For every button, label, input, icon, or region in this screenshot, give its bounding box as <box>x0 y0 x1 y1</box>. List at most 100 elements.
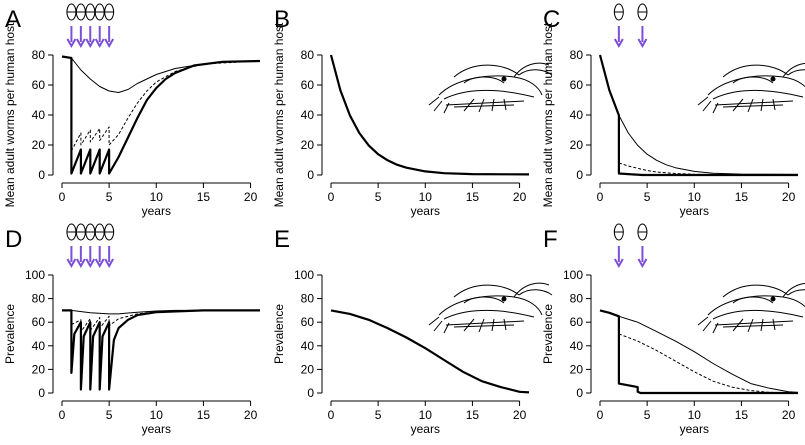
y-tick-label: 80 <box>301 292 315 306</box>
panel-letter: C <box>543 6 560 33</box>
panel-letter: F <box>543 226 558 253</box>
x-tick-label: 15 <box>466 408 480 422</box>
series-line <box>70 60 261 152</box>
series-line <box>330 309 530 394</box>
y-tick-label: 60 <box>32 315 46 329</box>
x-tick-label: 0 <box>59 408 66 422</box>
x-tick-label: 20 <box>513 190 527 204</box>
treatment-arrowhead <box>75 258 86 269</box>
y-tick-label: 0 <box>576 168 583 182</box>
x-tick-label: 20 <box>782 190 796 204</box>
shrimp-stroke <box>453 284 520 298</box>
x-tick-label: 0 <box>328 190 335 204</box>
treatment-arrowhead <box>94 38 105 49</box>
shrimp-stroke <box>513 62 553 78</box>
panel-letter: E <box>274 226 290 253</box>
panel: D Prevalence years 0 20 40 60 80 100 0 5 10 15 20 <box>3 223 260 436</box>
y-tick-label: 100 <box>294 268 314 282</box>
x-tick-label: 20 <box>244 408 258 422</box>
treatment-arrowhead <box>85 38 96 49</box>
shrimp-stroke <box>712 90 804 100</box>
y-tick-label: 100 <box>25 268 45 282</box>
y-tick-label: 40 <box>32 339 46 353</box>
shrimp-stroke <box>438 295 543 316</box>
x-tick-label: 15 <box>466 190 480 204</box>
x-tick-label: 0 <box>597 190 604 204</box>
shrimp-eye <box>770 296 776 302</box>
y-tick-label: 60 <box>301 315 315 329</box>
y-tick-label: 20 <box>570 138 584 152</box>
x-axis-label: years <box>680 422 709 436</box>
y-axis-label: Prevalence <box>3 304 17 364</box>
treatment-arrowhead <box>66 258 77 269</box>
x-tick-label: 15 <box>735 190 749 204</box>
x-tick-label: 5 <box>106 408 113 422</box>
treatment-arrowhead <box>613 258 624 269</box>
panel: F Prevalence years 0 20 40 60 80 100 0 5 10 15 20 <box>541 223 805 436</box>
y-tick-label: 40 <box>301 339 315 353</box>
x-tick-label: 5 <box>375 408 382 422</box>
shrimp-eye <box>501 296 507 302</box>
y-tick-label: 80 <box>570 292 584 306</box>
x-axis-label: years <box>142 422 171 436</box>
panel-letter: B <box>274 6 290 33</box>
y-tick-label: 0 <box>307 386 314 400</box>
y-axis-label: Mean adult worms per human host <box>272 22 286 207</box>
panel: E Prevalence years 0 20 40 60 80 100 0 5 10 15 20 <box>272 226 553 436</box>
x-axis-label: years <box>680 204 709 218</box>
y-tick-label: 0 <box>38 386 45 400</box>
series-line <box>62 309 260 391</box>
panel-letter: D <box>5 226 22 253</box>
shrimp-stroke <box>707 295 805 316</box>
shrimp-stroke <box>443 90 535 100</box>
shrimp-stroke <box>732 296 774 304</box>
y-axis-label: Mean adult worms per human host <box>541 22 555 207</box>
x-tick-label: 20 <box>782 408 796 422</box>
y-tick-label: 80 <box>301 48 315 62</box>
x-tick-label: 5 <box>644 190 651 204</box>
shrimp-stroke <box>782 62 805 78</box>
y-axis-label: Prevalence <box>272 304 286 364</box>
panel-letter: A <box>5 6 21 33</box>
shrimp-stroke <box>463 98 507 113</box>
series-line <box>618 162 714 176</box>
y-tick-label: 0 <box>576 386 583 400</box>
shrimp-stroke <box>453 64 520 78</box>
x-tick-label: 10 <box>150 190 164 204</box>
treatment-arrowhead <box>104 258 115 269</box>
y-tick-label: 80 <box>32 48 46 62</box>
shrimp-stroke <box>438 75 543 96</box>
shrimp-stroke <box>732 98 776 113</box>
treatment-arrowhead <box>104 38 115 49</box>
shrimp-stroke <box>732 76 774 84</box>
shrimp-stroke <box>722 284 789 298</box>
y-tick-label: 0 <box>307 168 314 182</box>
x-tick-label: 15 <box>197 190 211 204</box>
x-tick-label: 10 <box>419 190 433 204</box>
series-line <box>61 55 261 175</box>
y-tick-label: 80 <box>570 48 584 62</box>
y-tick-label: 20 <box>301 362 315 376</box>
shrimp-stroke <box>712 310 804 320</box>
shrimp-stroke <box>463 296 505 304</box>
shrimp-illustration <box>697 62 805 114</box>
shrimp-stroke <box>445 320 525 328</box>
x-tick-label: 10 <box>688 408 702 422</box>
series-line <box>71 309 260 333</box>
series-line <box>599 309 798 395</box>
shrimp-eye <box>770 76 776 82</box>
x-tick-label: 5 <box>106 190 113 204</box>
x-tick-label: 15 <box>197 408 211 422</box>
treatment-arrowhead <box>66 38 77 49</box>
treatment-arrowhead <box>75 38 86 49</box>
series-line <box>618 315 799 393</box>
series-line <box>618 333 799 394</box>
x-tick-label: 5 <box>644 408 651 422</box>
x-tick-label: 10 <box>150 408 164 422</box>
shrimp-illustration <box>428 62 553 114</box>
shrimp-illustration <box>428 282 553 334</box>
y-tick-label: 40 <box>32 108 46 122</box>
x-tick-label: 0 <box>597 408 604 422</box>
